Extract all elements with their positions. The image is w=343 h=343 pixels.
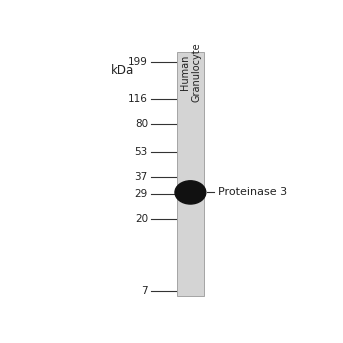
Ellipse shape — [175, 181, 206, 204]
Text: 53: 53 — [134, 147, 148, 157]
Text: kDa: kDa — [111, 63, 134, 76]
Text: 80: 80 — [135, 119, 148, 129]
Text: 7: 7 — [141, 286, 148, 296]
Text: Proteinase 3: Proteinase 3 — [218, 187, 287, 198]
Text: 29: 29 — [134, 189, 148, 199]
Bar — [177, 52, 204, 296]
Text: 199: 199 — [128, 57, 148, 67]
Text: 116: 116 — [128, 94, 148, 104]
Text: 37: 37 — [134, 172, 148, 182]
Text: 20: 20 — [135, 214, 148, 224]
Text: Human
Granulocyte: Human Granulocyte — [180, 43, 201, 102]
